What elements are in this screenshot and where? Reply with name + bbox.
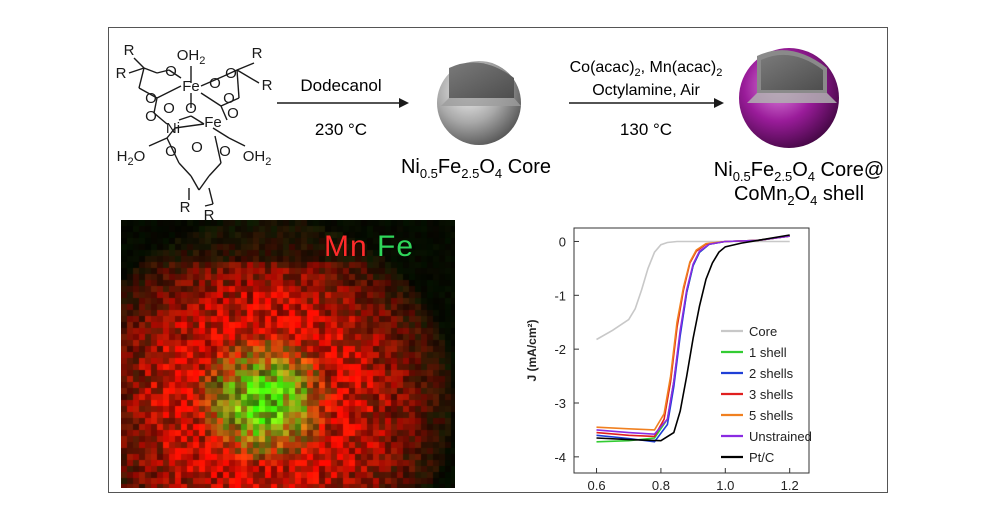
label-fe: Fe: [377, 230, 415, 263]
series-line-6: [596, 234, 790, 442]
atom-oh2-right: OH2: [243, 148, 272, 168]
atom-o-3: O: [145, 108, 157, 125]
step2-reagents-line2: Octylamine, Air: [592, 82, 700, 99]
y-tick-label-1: -1: [554, 288, 566, 303]
core-shell-nanoparticle: [739, 48, 839, 148]
x-tick-label-0: 0.6: [587, 478, 605, 493]
atom-o-7: O: [209, 75, 221, 92]
reaction-arrow-2: [569, 98, 724, 108]
atom-o-4: O: [163, 100, 175, 117]
label-mn: Mn: [324, 230, 368, 263]
legend-label-1: 1 shell: [749, 345, 787, 360]
atom-ni: Ni: [166, 120, 180, 137]
y-tick-label-3: -3: [554, 396, 566, 411]
legend-label-0: Core: [749, 324, 777, 339]
shell-label-line2: CoMn2O4 shell: [734, 183, 864, 208]
atom-o-11: O: [191, 139, 203, 156]
step1-temperature: 230 °C: [315, 120, 367, 139]
atom-r-3: R: [252, 45, 263, 62]
atom-o-5: O: [185, 100, 197, 117]
atom-oh2-top: OH2: [177, 47, 206, 67]
legend-label-4: 5 shells: [749, 408, 794, 423]
series-line-5: [596, 235, 790, 436]
atom-fe-mid: Fe: [204, 114, 222, 131]
y-tick-label-2: -2: [554, 342, 566, 357]
atom-o-1: O: [165, 63, 177, 80]
atom-fe-top: Fe: [182, 78, 200, 95]
atom-r-2: R: [116, 65, 127, 82]
precursor-molecule: [128, 57, 260, 207]
y-tick-label-0: 0: [559, 234, 566, 249]
lsv-chart: 0.60.81.01.20-1-2-3-4E (V vs. RHE)J (mA/…: [525, 227, 812, 493]
atom-r-6: R: [204, 207, 215, 224]
legend-label-6: Pt/C: [749, 450, 774, 465]
legend-label-5: Unstrained: [749, 429, 812, 444]
x-tick-label-2: 1.0: [716, 478, 734, 493]
precursor-atom-labels: Fe Fe Ni OH2 H2O OH2 R R R R R R O O O O…: [116, 42, 273, 224]
step2-reagents-line1: Co(acac)2, Mn(acac)2: [570, 59, 723, 79]
atom-o-9: O: [227, 105, 239, 122]
plot-axes-box: [573, 227, 810, 474]
core-nanoparticle: [437, 61, 521, 145]
legend-label-2: 2 shells: [749, 366, 794, 381]
atom-r-4: R: [262, 77, 273, 94]
figure-frame: Fe Fe Ni OH2 H2O OH2 R R R R R R O O O O…: [108, 27, 888, 493]
core-label: Ni0.5Fe2.5O4 Core: [401, 156, 551, 181]
atom-h2o-left: H2O: [117, 148, 146, 168]
legend-label-3: 3 shells: [749, 387, 794, 402]
atom-o-6: O: [225, 65, 237, 82]
atom-o-8: O: [223, 90, 235, 107]
step2-temperature: 130 °C: [620, 120, 672, 139]
x-tick-label-1: 0.8: [652, 478, 670, 493]
eds-elemental-map: [121, 220, 455, 488]
atom-r-1: R: [124, 42, 135, 59]
x-tick-label-3: 1.2: [781, 478, 799, 493]
atom-o-12: O: [219, 143, 231, 160]
atom-o-10: O: [165, 143, 177, 160]
y-tick-label-4: -4: [554, 450, 566, 465]
reaction-arrow-1: [277, 98, 409, 108]
shell-label-line1: Ni0.5Fe2.5O4 Core@: [714, 159, 884, 184]
y-axis-label: J (mA/cm²): [525, 319, 539, 381]
step1-reagent: Dodecanol: [300, 76, 381, 95]
eds-map-label: Mn Fe: [324, 230, 414, 264]
atom-o-2: O: [145, 90, 157, 107]
atom-r-5: R: [180, 199, 191, 216]
synthesis-scheme: Fe Fe Ni OH2 H2O OH2 R R R R R R O O O O…: [116, 42, 885, 224]
